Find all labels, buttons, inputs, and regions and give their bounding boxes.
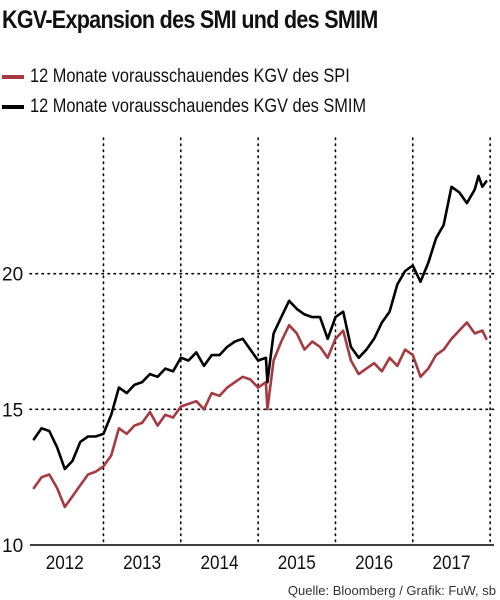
legend: 12 Monate vorausschauendes KGV des SPI 1… [2, 62, 421, 122]
series-line-smim [32, 174, 488, 471]
x-tick-label-2017: 2017 [432, 552, 470, 573]
legend-label-smim: 12 Monate vorausschauendes KGV des SMIM [30, 96, 367, 117]
y-tick-label-15: 15 [2, 400, 23, 421]
legend-item-spi: 12 Monate vorausschauendes KGV des SPI [2, 62, 421, 92]
x-tick-label-2012: 2012 [46, 552, 84, 573]
legend-swatch-spi [2, 75, 24, 79]
legend-item-smim: 12 Monate vorausschauendes KGV des SMIM [2, 92, 421, 122]
chart-title: KGV-Expansion des SMI und des SMIM [2, 6, 378, 34]
x-tick-label-2015: 2015 [278, 552, 316, 573]
x-tick-label-2016: 2016 [355, 552, 393, 573]
x-tick-label-2014: 2014 [200, 552, 238, 573]
y-tick-label-20: 20 [2, 265, 23, 286]
source-note: Quelle: Bloomberg / Grafik: FuW, sb [287, 583, 496, 598]
y-tick-label-10: 10 [2, 536, 23, 557]
x-tick-label-2013: 2013 [123, 552, 161, 573]
legend-swatch-smim [2, 105, 24, 109]
legend-label-spi: 12 Monate vorausschauendes KGV des SPI [30, 66, 350, 87]
series-line-spi [32, 321, 488, 509]
